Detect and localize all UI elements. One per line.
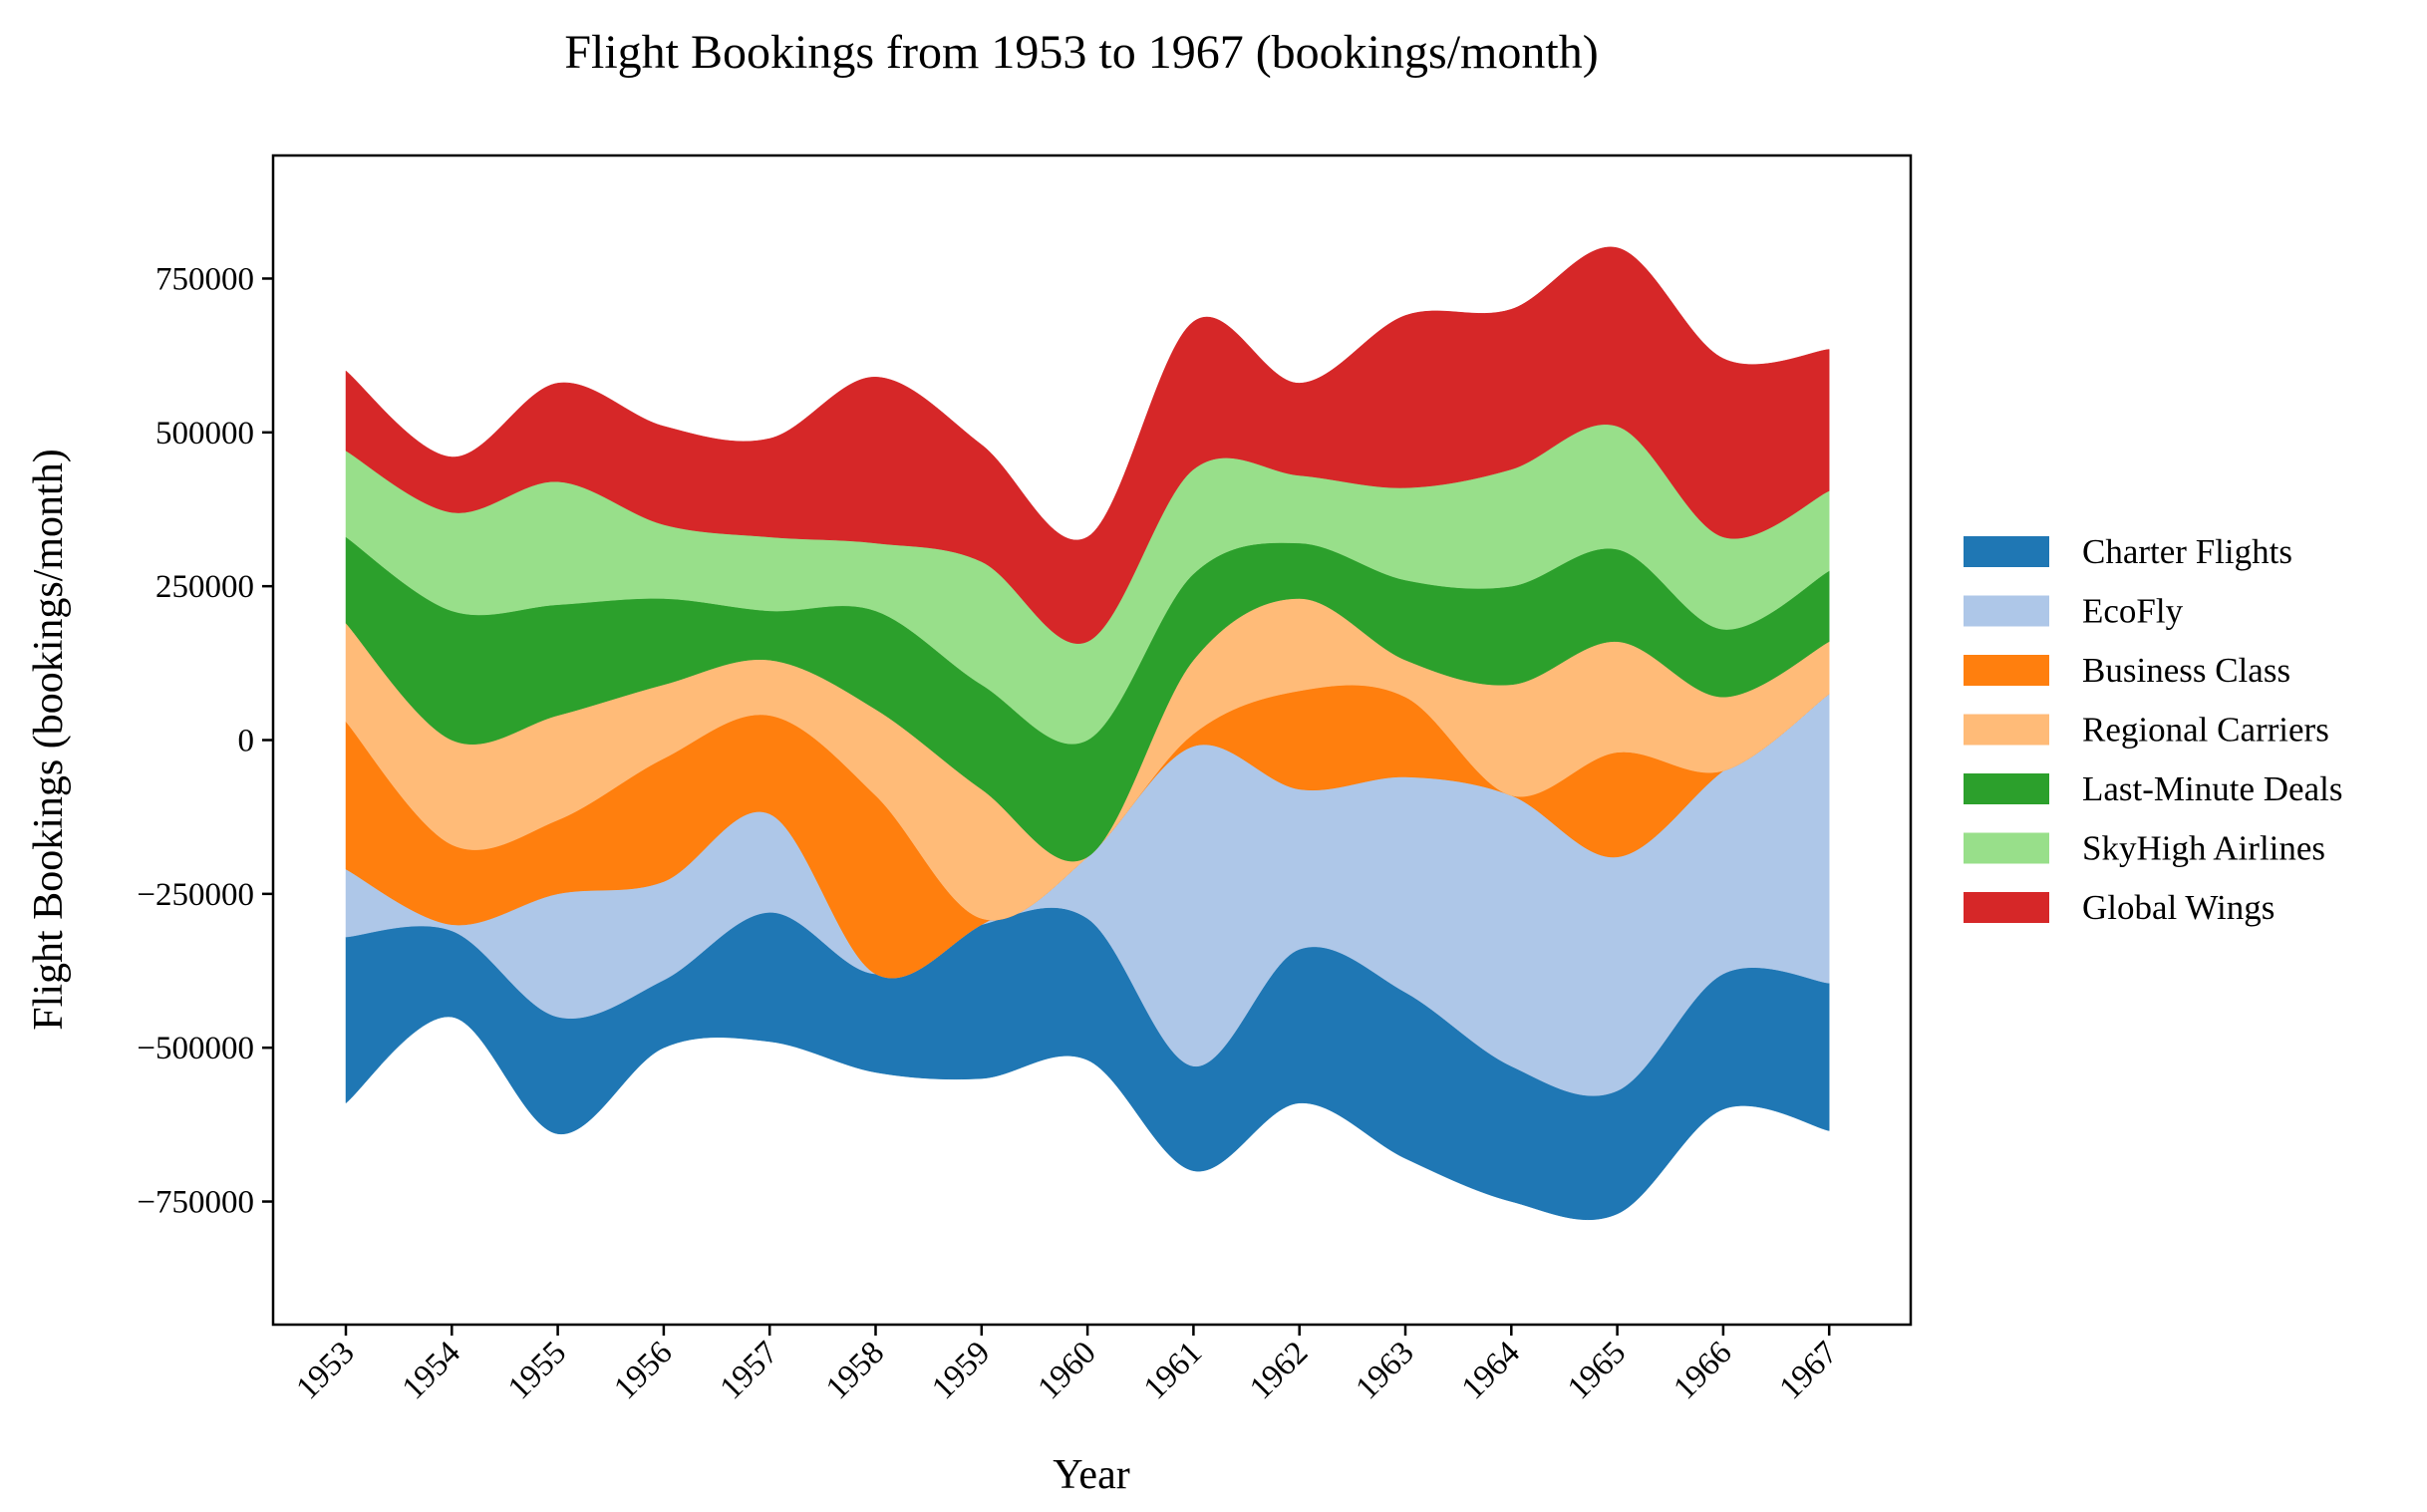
stream-area-global-wings [345, 246, 1830, 644]
x-tick-label: 1965 [1561, 1335, 1633, 1406]
legend-label: SkyHigh Airlines [2082, 829, 2325, 868]
legend-label: Business Class [2082, 651, 2290, 690]
legend-label: Global Wings [2082, 888, 2275, 927]
y-tick-label: −250000 [137, 877, 254, 913]
y-axis-ticks: −750000 −500000 −250000 0 250000 500000 750000 [137, 261, 273, 1221]
y-tick-label: −750000 [137, 1185, 254, 1221]
x-tick-label: 1958 [819, 1335, 891, 1406]
x-tick-label: 1956 [607, 1335, 679, 1406]
x-tick-label: 1966 [1667, 1335, 1738, 1406]
stream-areas [345, 246, 1830, 1221]
x-tick-label: 1955 [501, 1335, 573, 1406]
legend-swatch [1964, 595, 2049, 627]
y-tick-label: −500000 [137, 1031, 254, 1066]
x-tick-label: 1963 [1350, 1335, 1421, 1406]
y-axis-label: Flight Bookings (bookings/month) [26, 449, 72, 1030]
y-tick-label: 500000 [155, 416, 254, 452]
x-axis-ticks: 1953 1954 1955 1956 1957 1958 1959 1960 1961 1962… [290, 1325, 1845, 1406]
y-tick-label: 750000 [155, 261, 254, 297]
legend-swatch [1964, 714, 2049, 746]
legend-label: EcoFly [2082, 592, 2184, 631]
legend: Charter Flights EcoFly Business Class Regio… [1964, 532, 2342, 927]
legend-label: Charter Flights [2082, 532, 2292, 571]
x-tick-label: 1954 [396, 1335, 467, 1406]
legend-swatch [1964, 832, 2049, 864]
legend-swatch [1964, 655, 2049, 686]
x-tick-label: 1967 [1773, 1335, 1845, 1406]
x-tick-label: 1957 [714, 1335, 785, 1406]
legend-swatch [1964, 892, 2049, 923]
x-tick-label: 1961 [1137, 1335, 1209, 1406]
chart-title: Flight Bookings from 1953 to 1967 (booki… [564, 26, 1598, 79]
x-tick-label: 1960 [1032, 1335, 1103, 1406]
y-tick-label: 0 [238, 724, 255, 759]
legend-swatch [1964, 536, 2049, 567]
x-axis-label: Year [1053, 1452, 1129, 1498]
legend-swatch [1964, 773, 2049, 804]
x-tick-label: 1959 [925, 1335, 997, 1406]
x-tick-label: 1953 [290, 1335, 362, 1406]
x-tick-label: 1962 [1243, 1335, 1315, 1406]
legend-label: Regional Carriers [2082, 711, 2329, 750]
y-tick-label: 250000 [155, 569, 254, 605]
legend-label: Last-Minute Deals [2082, 769, 2342, 808]
x-tick-label: 1964 [1455, 1335, 1527, 1406]
